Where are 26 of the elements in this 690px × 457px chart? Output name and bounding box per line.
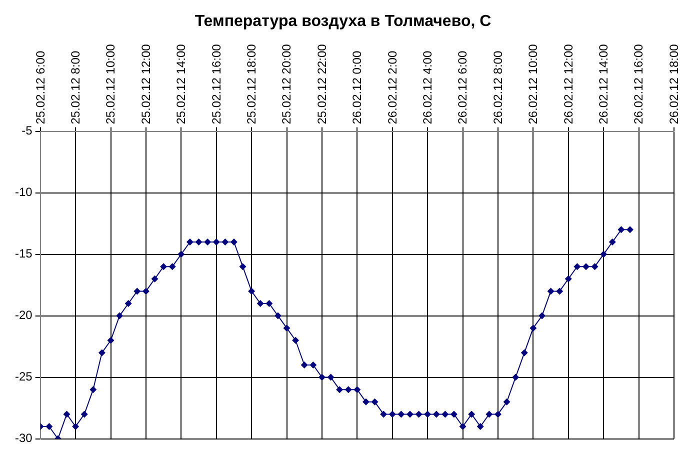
x-tick-label: 26.02.12 4:00 <box>420 50 434 124</box>
x-tick-label: 26.02.12 0:00 <box>350 50 364 124</box>
x-tick-label: 25.02.12 18:00 <box>244 44 258 124</box>
y-tick-label: -25 <box>15 370 33 384</box>
x-tick-label: 26.02.12 8:00 <box>490 50 505 124</box>
y-tick-label: -15 <box>15 246 33 261</box>
x-tick-label: 25.02.12 22:00 <box>314 44 329 124</box>
x-tick-label: 25.02.12 20:00 <box>280 44 294 124</box>
x-tick-label: 25.02.12 10:00 <box>104 44 118 124</box>
y-tick-label: -5 <box>22 124 33 138</box>
x-tick-label: 26.02.12 10:00 <box>526 44 540 124</box>
x-tick-label: 25.02.12 6:00 <box>33 50 48 124</box>
x-tick-label: 26.02.12 18:00 <box>666 44 681 124</box>
y-tick-label: -30 <box>15 431 33 446</box>
y-tick-label: -20 <box>15 308 33 322</box>
chart-title: Температура воздуха в Толмачево, С <box>194 13 492 30</box>
x-tick-label: 25.02.12 14:00 <box>174 44 188 124</box>
x-tick-label: 26.02.12 12:00 <box>561 44 576 124</box>
x-tick-label: 26.02.12 2:00 <box>385 50 400 124</box>
x-tick-label: 26.02.12 16:00 <box>632 44 646 124</box>
x-tick-label: 25.02.12 16:00 <box>209 44 224 124</box>
x-tick-label: 26.02.12 6:00 <box>456 50 470 124</box>
x-tick-label: 25.02.12 8:00 <box>68 50 82 124</box>
y-tick-label: -10 <box>15 185 33 200</box>
x-tick-label: 26.02.12 14:00 <box>596 44 611 124</box>
x-tick-label: 25.02.12 12:00 <box>138 44 153 124</box>
